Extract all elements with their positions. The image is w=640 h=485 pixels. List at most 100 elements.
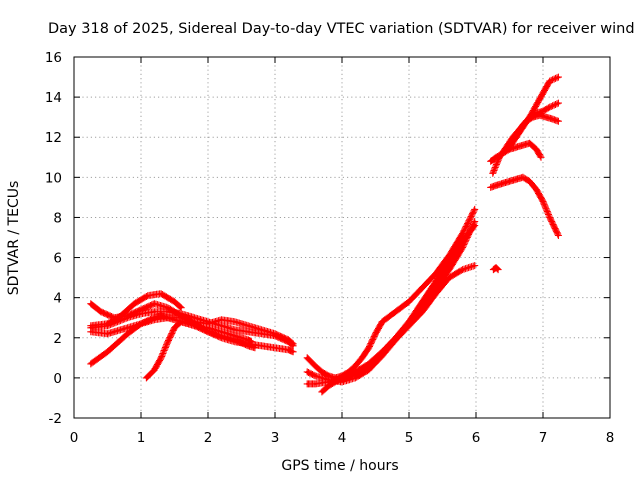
x-tick-label: 2 <box>204 430 213 446</box>
x-axis-label: GPS time / hours <box>281 458 398 474</box>
data-point <box>367 368 370 372</box>
data-point <box>448 260 451 263</box>
data-point <box>247 324 250 327</box>
data-point <box>193 324 196 327</box>
data-point <box>89 302 92 305</box>
data-point <box>220 330 223 333</box>
data-point <box>327 374 330 378</box>
series-trace-5 <box>87 290 185 330</box>
data-point <box>206 326 210 329</box>
data-point <box>314 364 317 368</box>
data-point <box>448 268 451 271</box>
data-point <box>367 362 370 366</box>
data-point <box>247 330 250 333</box>
data-point <box>220 318 223 321</box>
data-point <box>360 356 364 360</box>
series-trace-11 <box>487 173 562 239</box>
data-point <box>159 292 163 295</box>
data-point <box>180 306 183 309</box>
data-point <box>173 300 176 303</box>
data-point <box>354 376 357 380</box>
data-point <box>421 300 424 303</box>
data-point <box>206 322 210 325</box>
data-point <box>180 320 183 323</box>
y-tick-label: 14 <box>45 90 62 106</box>
data-point <box>492 268 495 271</box>
data-point <box>541 109 545 113</box>
data-point <box>106 322 109 325</box>
series-markers <box>303 218 479 386</box>
data-point <box>407 300 411 303</box>
data-point <box>327 384 330 388</box>
x-tick-label: 8 <box>606 430 615 446</box>
data-point <box>521 176 525 179</box>
data-point <box>496 268 500 271</box>
data-point <box>166 306 169 309</box>
data-point <box>473 220 476 223</box>
data-point <box>220 324 223 327</box>
data-point <box>548 216 551 219</box>
data-point <box>159 314 163 317</box>
data-point <box>535 103 538 107</box>
data-point <box>461 268 464 271</box>
data-point <box>515 178 518 181</box>
data-point <box>421 310 424 313</box>
x-tick-label: 4 <box>338 430 347 446</box>
data-point <box>89 330 92 333</box>
series-trace-16 <box>489 264 502 274</box>
y-tick-label: 8 <box>53 210 62 226</box>
data-point <box>407 320 411 323</box>
data-point <box>381 350 384 354</box>
data-point <box>314 382 317 386</box>
data-point <box>508 146 511 149</box>
data-point <box>126 332 129 335</box>
x-tick-label: 7 <box>539 430 548 446</box>
data-point <box>548 105 551 109</box>
data-point <box>491 172 494 175</box>
series-trace-9 <box>303 262 479 388</box>
data-point <box>139 308 143 311</box>
data-point <box>320 390 324 394</box>
y-tick-label: 2 <box>53 331 62 347</box>
data-point <box>461 240 464 243</box>
data-point <box>434 280 437 283</box>
data-point <box>489 186 492 189</box>
data-point <box>473 264 476 267</box>
data-point <box>535 111 538 115</box>
data-point <box>545 115 548 119</box>
data-point <box>374 332 377 335</box>
data-point <box>287 338 290 341</box>
data-point <box>473 208 476 211</box>
data-point <box>273 332 277 335</box>
data-point <box>557 101 560 105</box>
series-trace-12 <box>487 139 545 165</box>
x-tick-label: 3 <box>271 430 280 446</box>
data-point <box>548 79 551 83</box>
data-point <box>381 320 384 323</box>
data-point <box>528 180 531 183</box>
data-point <box>220 334 223 337</box>
data-point <box>247 344 250 347</box>
data-point <box>291 342 295 345</box>
series-trace-10 <box>318 222 479 396</box>
data-point <box>501 182 504 185</box>
data-point <box>260 344 263 347</box>
y-tick-label: 16 <box>45 50 62 66</box>
data-point <box>515 146 518 149</box>
data-point <box>193 320 196 323</box>
series-trace-8 <box>303 218 479 386</box>
x-tick-label: 5 <box>405 430 414 446</box>
data-point <box>305 370 309 374</box>
data-point <box>273 346 277 350</box>
data-point <box>89 362 92 366</box>
data-point <box>354 370 357 374</box>
data-point <box>528 115 531 119</box>
data-point <box>180 316 183 319</box>
data-point <box>541 91 545 95</box>
series-trace-7 <box>303 205 479 382</box>
data-point <box>494 184 498 187</box>
data-point <box>119 314 123 317</box>
data-point <box>260 332 263 335</box>
data-point <box>260 328 263 331</box>
